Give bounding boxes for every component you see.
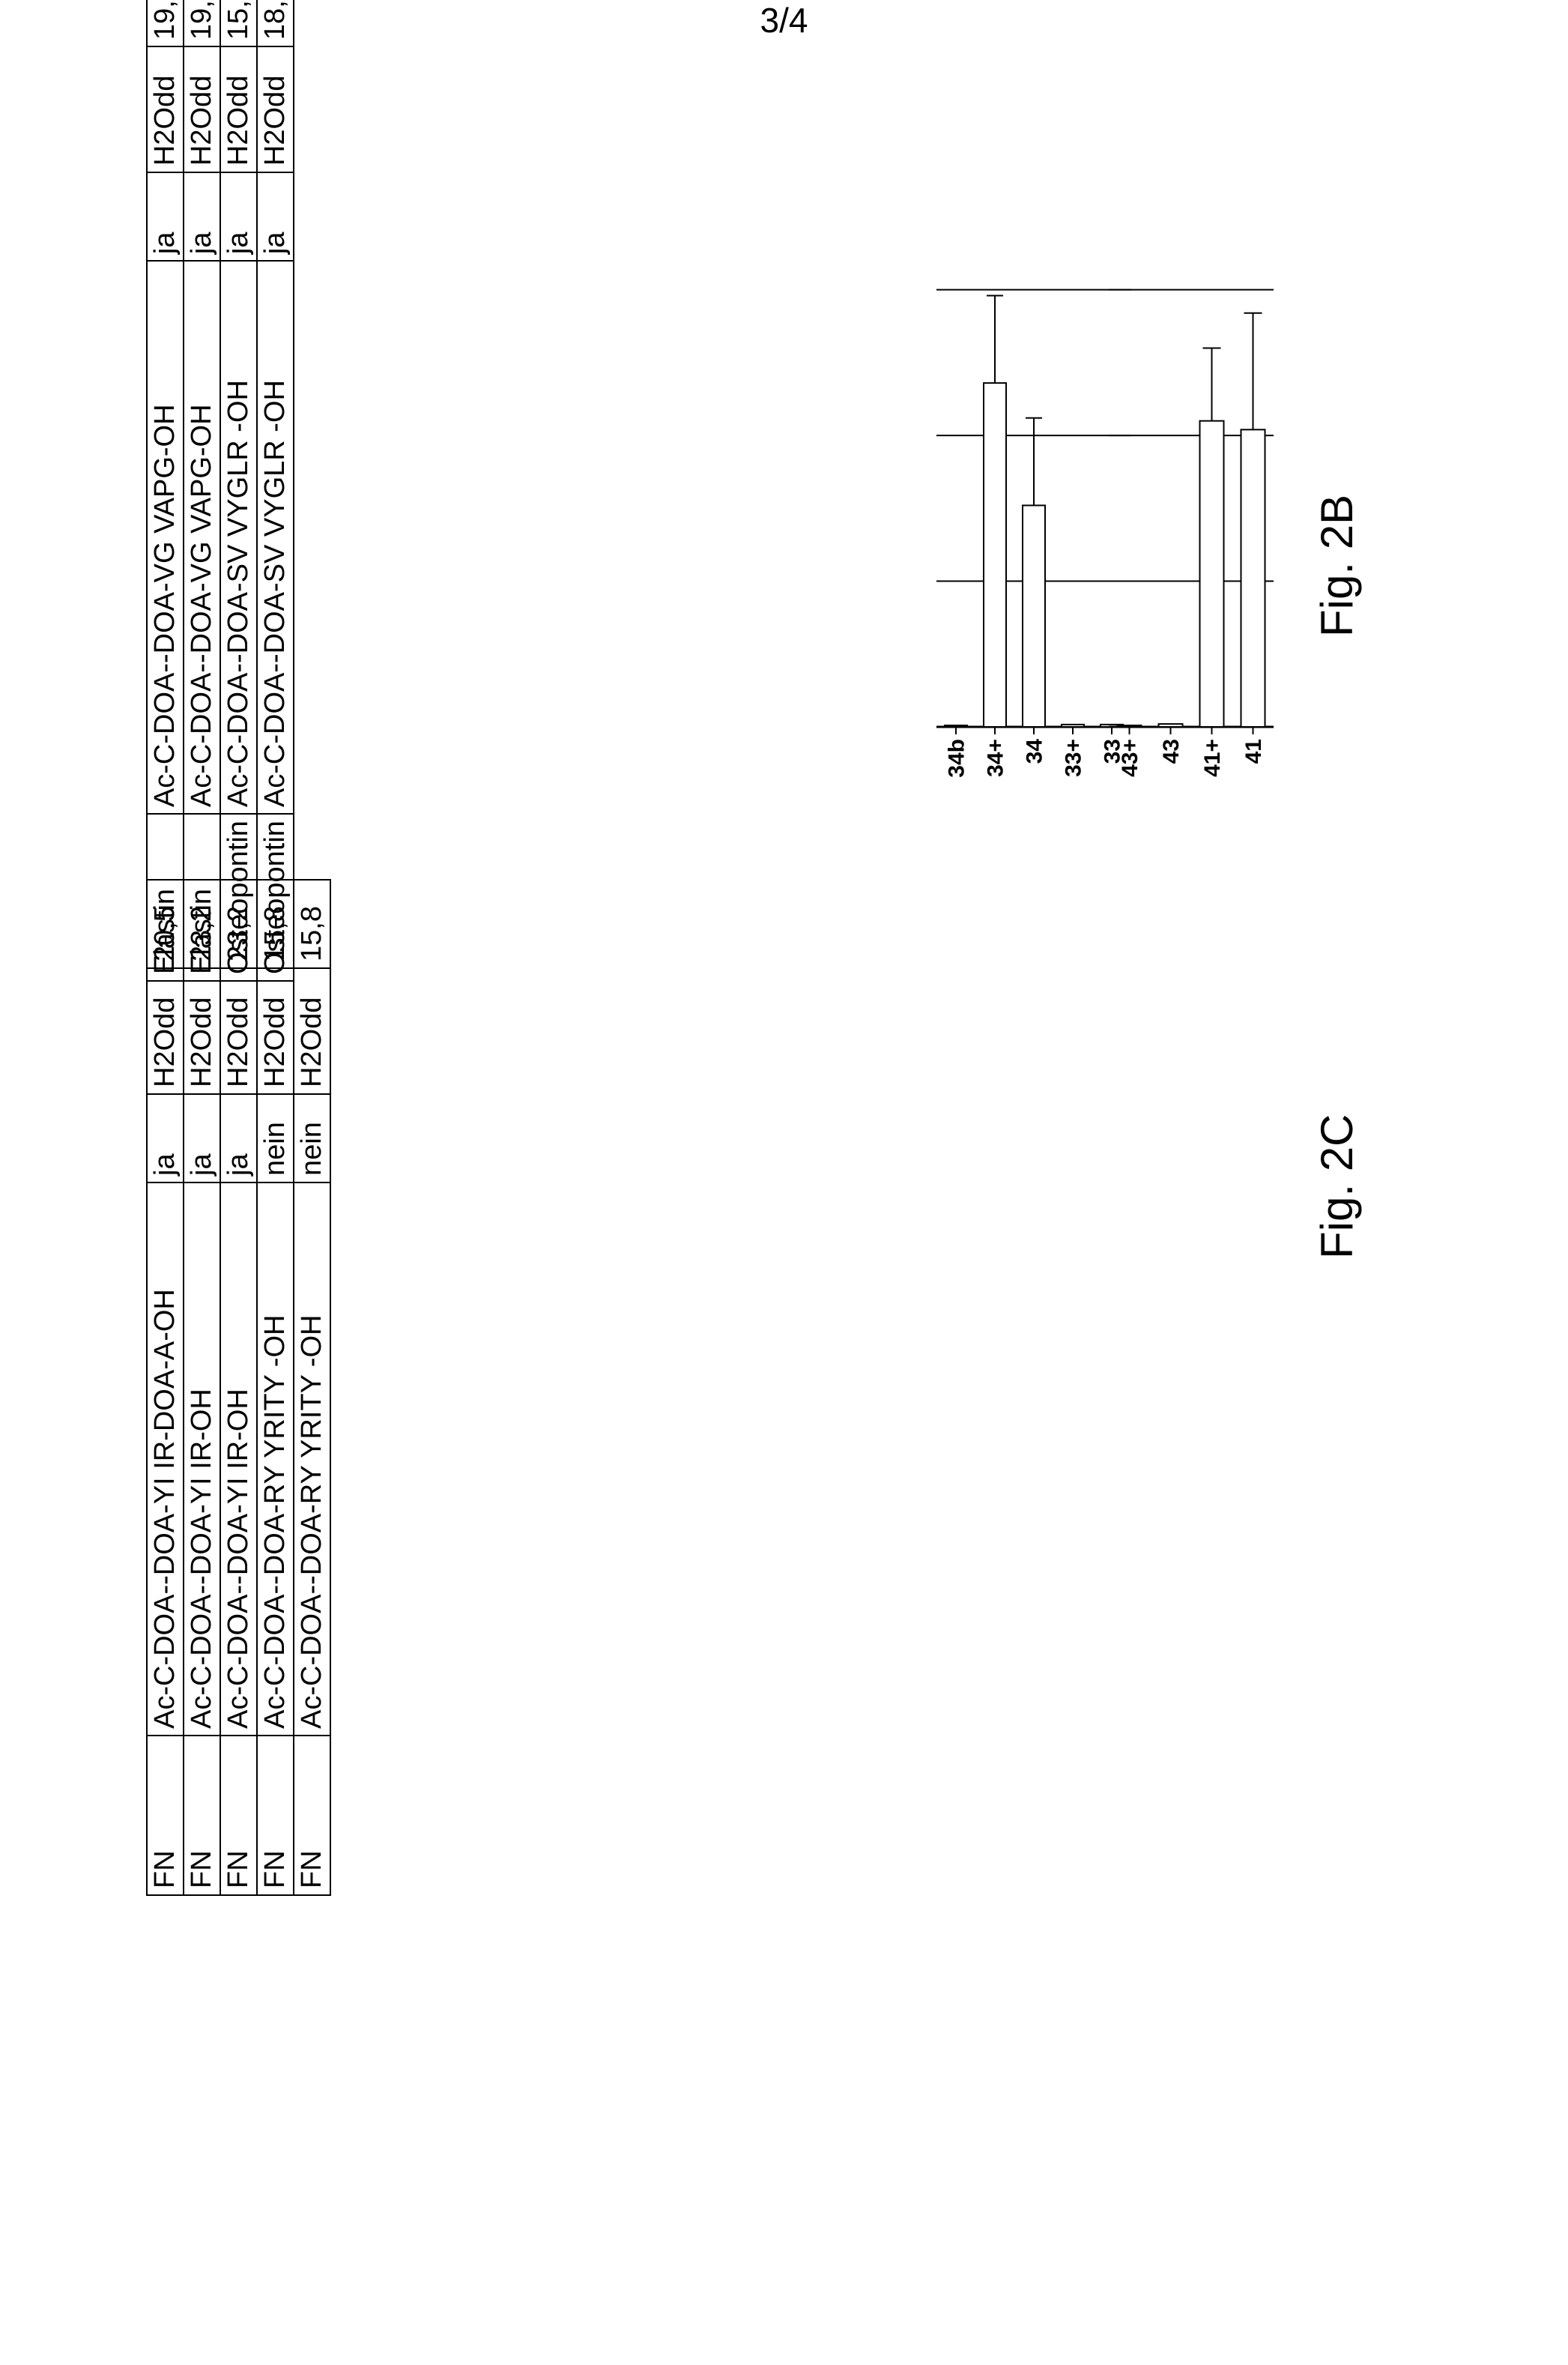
- bar: [1118, 725, 1142, 727]
- cell-sequence: Ac-C-DOA--DOA-VG VAPG-OH: [184, 261, 220, 814]
- bar: [1062, 725, 1084, 727]
- table-row: FNAc-C-DOA--DOA-YI IR-OHjaH2Odd23,2: [184, 880, 220, 1895]
- table-row: FNAc-C-DOA--DOA-YI IR-DOA-A-OHjaH2Odd20,…: [147, 880, 184, 1895]
- fig-2c-table-container: ElastinAc-C-DOA--DOA-VG VAPG-OHjaH2Odd19…: [146, 0, 294, 982]
- cell-solvent: H2Odd: [220, 46, 257, 172]
- fig-2c-chart-container: 43+ 43 41+ 41: [1094, 187, 1281, 794]
- fig-2c-caption: Fig. 2C: [1311, 1114, 1363, 1259]
- cell-protein: Osteopontin: [220, 814, 257, 981]
- cell-protein: Osteopontin: [257, 814, 294, 981]
- cell-solvent: H2Odd: [184, 46, 220, 172]
- cell-value: 19,4: [147, 0, 184, 46]
- cell-solvent: H2Odd: [220, 968, 257, 1094]
- fig-2c-table: ElastinAc-C-DOA--DOA-VG VAPG-OHjaH2Odd19…: [146, 0, 294, 982]
- category-label: 41+: [1200, 739, 1225, 777]
- cell-flag: ja: [220, 1094, 257, 1182]
- cell-flag: ja: [147, 172, 184, 261]
- category-label: 33+: [1062, 739, 1086, 777]
- cell-sequence: Ac-C-DOA--DOA-SV VYGLR -OH: [220, 261, 257, 814]
- cell-solvent: H2Odd: [184, 968, 220, 1094]
- category-label: 34: [1023, 739, 1047, 764]
- table-row: FNAc-C-DOA--DOA-RY YRITY -OHneinH2Odd15,…: [294, 880, 330, 1895]
- cell-sequence: Ac-C-DOA--DOA-YI IR-DOA-A-OH: [147, 1182, 184, 1736]
- cell-sequence: Ac-C-DOA--DOA-YI IR-OH: [220, 1182, 257, 1736]
- cell-sequence: Ac-C-DOA--DOA-RY YRITY -OH: [294, 1182, 330, 1736]
- category-label: 43: [1159, 739, 1184, 764]
- cell-protein: FN: [147, 1736, 184, 1895]
- bar: [1159, 724, 1183, 727]
- bar: [1023, 505, 1045, 727]
- fig-2c-bar-chart: 43+ 43 41+ 41: [1094, 187, 1281, 794]
- bar: [1200, 421, 1224, 727]
- cell-solvent: H2Odd: [257, 46, 294, 172]
- page-number: 3/4: [760, 0, 808, 40]
- cell-sequence: Ac-C-DOA--DOA-YI IR-OH: [184, 1182, 220, 1736]
- cell-sequence: Ac-C-DOA--DOA-SV VYGLR -OH: [257, 261, 294, 814]
- bar: [1241, 429, 1265, 727]
- cell-value: 15,8: [294, 880, 330, 968]
- fig-2b-table-container: FNAc-C-DOA--DOA-YI IR-DOA-A-OHjaH2Odd20,…: [146, 879, 331, 1896]
- category-label: 43+: [1118, 739, 1142, 777]
- category-label: 34b: [945, 739, 969, 778]
- cell-solvent: H2Odd: [294, 968, 330, 1094]
- cell-flag: ja: [184, 1094, 220, 1182]
- cell-flag: ja: [184, 172, 220, 261]
- fig-2b-table: FNAc-C-DOA--DOA-YI IR-DOA-A-OHjaH2Odd20,…: [146, 879, 331, 1896]
- cell-sequence: Ac-C-DOA--DOA-RY YRITY -OH: [257, 1182, 294, 1736]
- table-row: ElastinAc-C-DOA--DOA-VG VAPG-OHjaH2Odd19…: [184, 0, 220, 981]
- cell-protein: Elastin: [147, 814, 184, 981]
- cell-solvent: H2Odd: [257, 968, 294, 1094]
- cell-value: 15,8: [220, 0, 257, 46]
- table-row: OsteopontinAc-C-DOA--DOA-SV VYGLR -OHjaH…: [257, 0, 294, 981]
- table-row: OsteopontinAc-C-DOA--DOA-SV VYGLR -OHjaH…: [220, 0, 257, 981]
- cell-flag: ja: [257, 172, 294, 261]
- fig-2b-caption: Fig. 2B: [1311, 495, 1363, 637]
- cell-flag: ja: [147, 1094, 184, 1182]
- category-label: 41: [1241, 739, 1266, 764]
- cell-flag: nein: [257, 1094, 294, 1182]
- cell-flag: nein: [294, 1094, 330, 1182]
- cell-protein: FN: [294, 1736, 330, 1895]
- cell-solvent: H2Odd: [147, 46, 184, 172]
- table-row: FNAc-C-DOA--DOA-YI IR-OHjaH2Odd23,2: [220, 880, 257, 1895]
- cell-sequence: Ac-C-DOA--DOA-VG VAPG-OH: [147, 261, 184, 814]
- bar: [945, 725, 967, 727]
- cell-protein: FN: [220, 1736, 257, 1895]
- page: 3/4 FNAc-C-DOA--DOA-YI IR-DOA-A-OHjaH2Od…: [0, 0, 1568, 2365]
- cell-flag: ja: [220, 172, 257, 261]
- cell-value: 18,8: [257, 0, 294, 46]
- cell-protein: FN: [184, 1736, 220, 1895]
- cell-protein: Elastin: [184, 814, 220, 981]
- category-label: 34+: [984, 739, 1008, 777]
- table-row: ElastinAc-C-DOA--DOA-VG VAPG-OHjaH2Odd19…: [147, 0, 184, 981]
- bar: [984, 383, 1006, 727]
- cell-protein: FN: [257, 1736, 294, 1895]
- cell-value: 19,4: [184, 0, 220, 46]
- table-row: FNAc-C-DOA--DOA-RY YRITY -OHneinH2Odd15,…: [257, 880, 294, 1895]
- cell-solvent: H2Odd: [147, 968, 184, 1094]
